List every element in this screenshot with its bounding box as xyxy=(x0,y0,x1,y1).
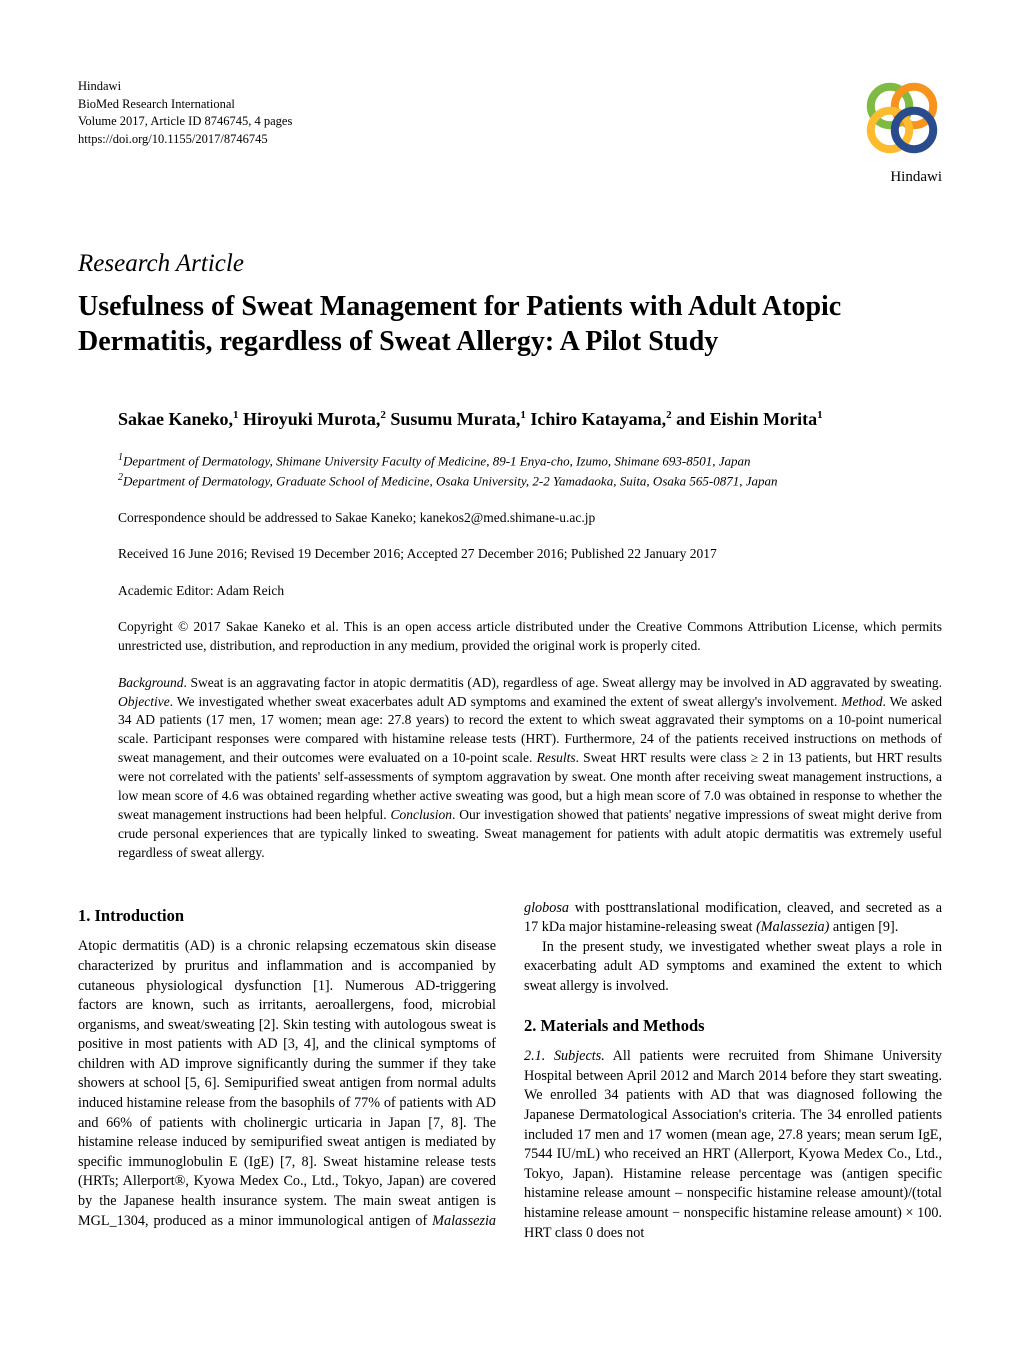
journal-name: BioMed Research International xyxy=(78,96,292,114)
article-title: Usefulness of Sweat Management for Patie… xyxy=(78,289,942,359)
publisher-name: Hindawi xyxy=(78,78,292,96)
publication-dates: Received 16 June 2016; Revised 19 Decemb… xyxy=(78,545,942,563)
logo-text: Hindawi xyxy=(862,167,942,187)
volume-line: Volume 2017, Article ID 8746745, 4 pages xyxy=(78,113,292,131)
affiliations: 1Department of Dermatology, Shimane Univ… xyxy=(78,451,942,491)
publisher-logo: Hindawi xyxy=(862,78,942,187)
abstract: Background. Sweat is an aggravating fact… xyxy=(78,674,942,863)
page-header: Hindawi BioMed Research International Vo… xyxy=(78,78,942,187)
intro-paragraph-2: In the present study, we investigated wh… xyxy=(524,938,942,997)
authors-line: Sakae Kaneko,1 Hiroyuki Murota,2 Susumu … xyxy=(78,407,942,431)
section-heading-intro: 1. Introduction xyxy=(78,905,496,928)
section-heading-methods: 2. Materials and Methods xyxy=(524,1015,942,1038)
body-columns: 1. Introduction Atopic dermatitis (AD) i… xyxy=(78,899,942,1244)
journal-info: Hindawi BioMed Research International Vo… xyxy=(78,78,292,148)
hindawi-logo-icon xyxy=(862,78,942,158)
correspondence: Correspondence should be addressed to Sa… xyxy=(78,509,942,527)
affiliation-2: 2Department of Dermatology, Graduate Sch… xyxy=(118,471,942,491)
doi-line: https://doi.org/10.1155/2017/8746745 xyxy=(78,131,292,149)
affiliation-1: 1Department of Dermatology, Shimane Univ… xyxy=(118,451,942,471)
article-type: Research Article xyxy=(78,247,942,281)
methods-paragraph-1: 2.1. Subjects. All patients were recruit… xyxy=(524,1047,942,1243)
copyright-notice: Copyright © 2017 Sakae Kaneko et al. Thi… xyxy=(78,618,942,656)
academic-editor: Academic Editor: Adam Reich xyxy=(78,582,942,600)
